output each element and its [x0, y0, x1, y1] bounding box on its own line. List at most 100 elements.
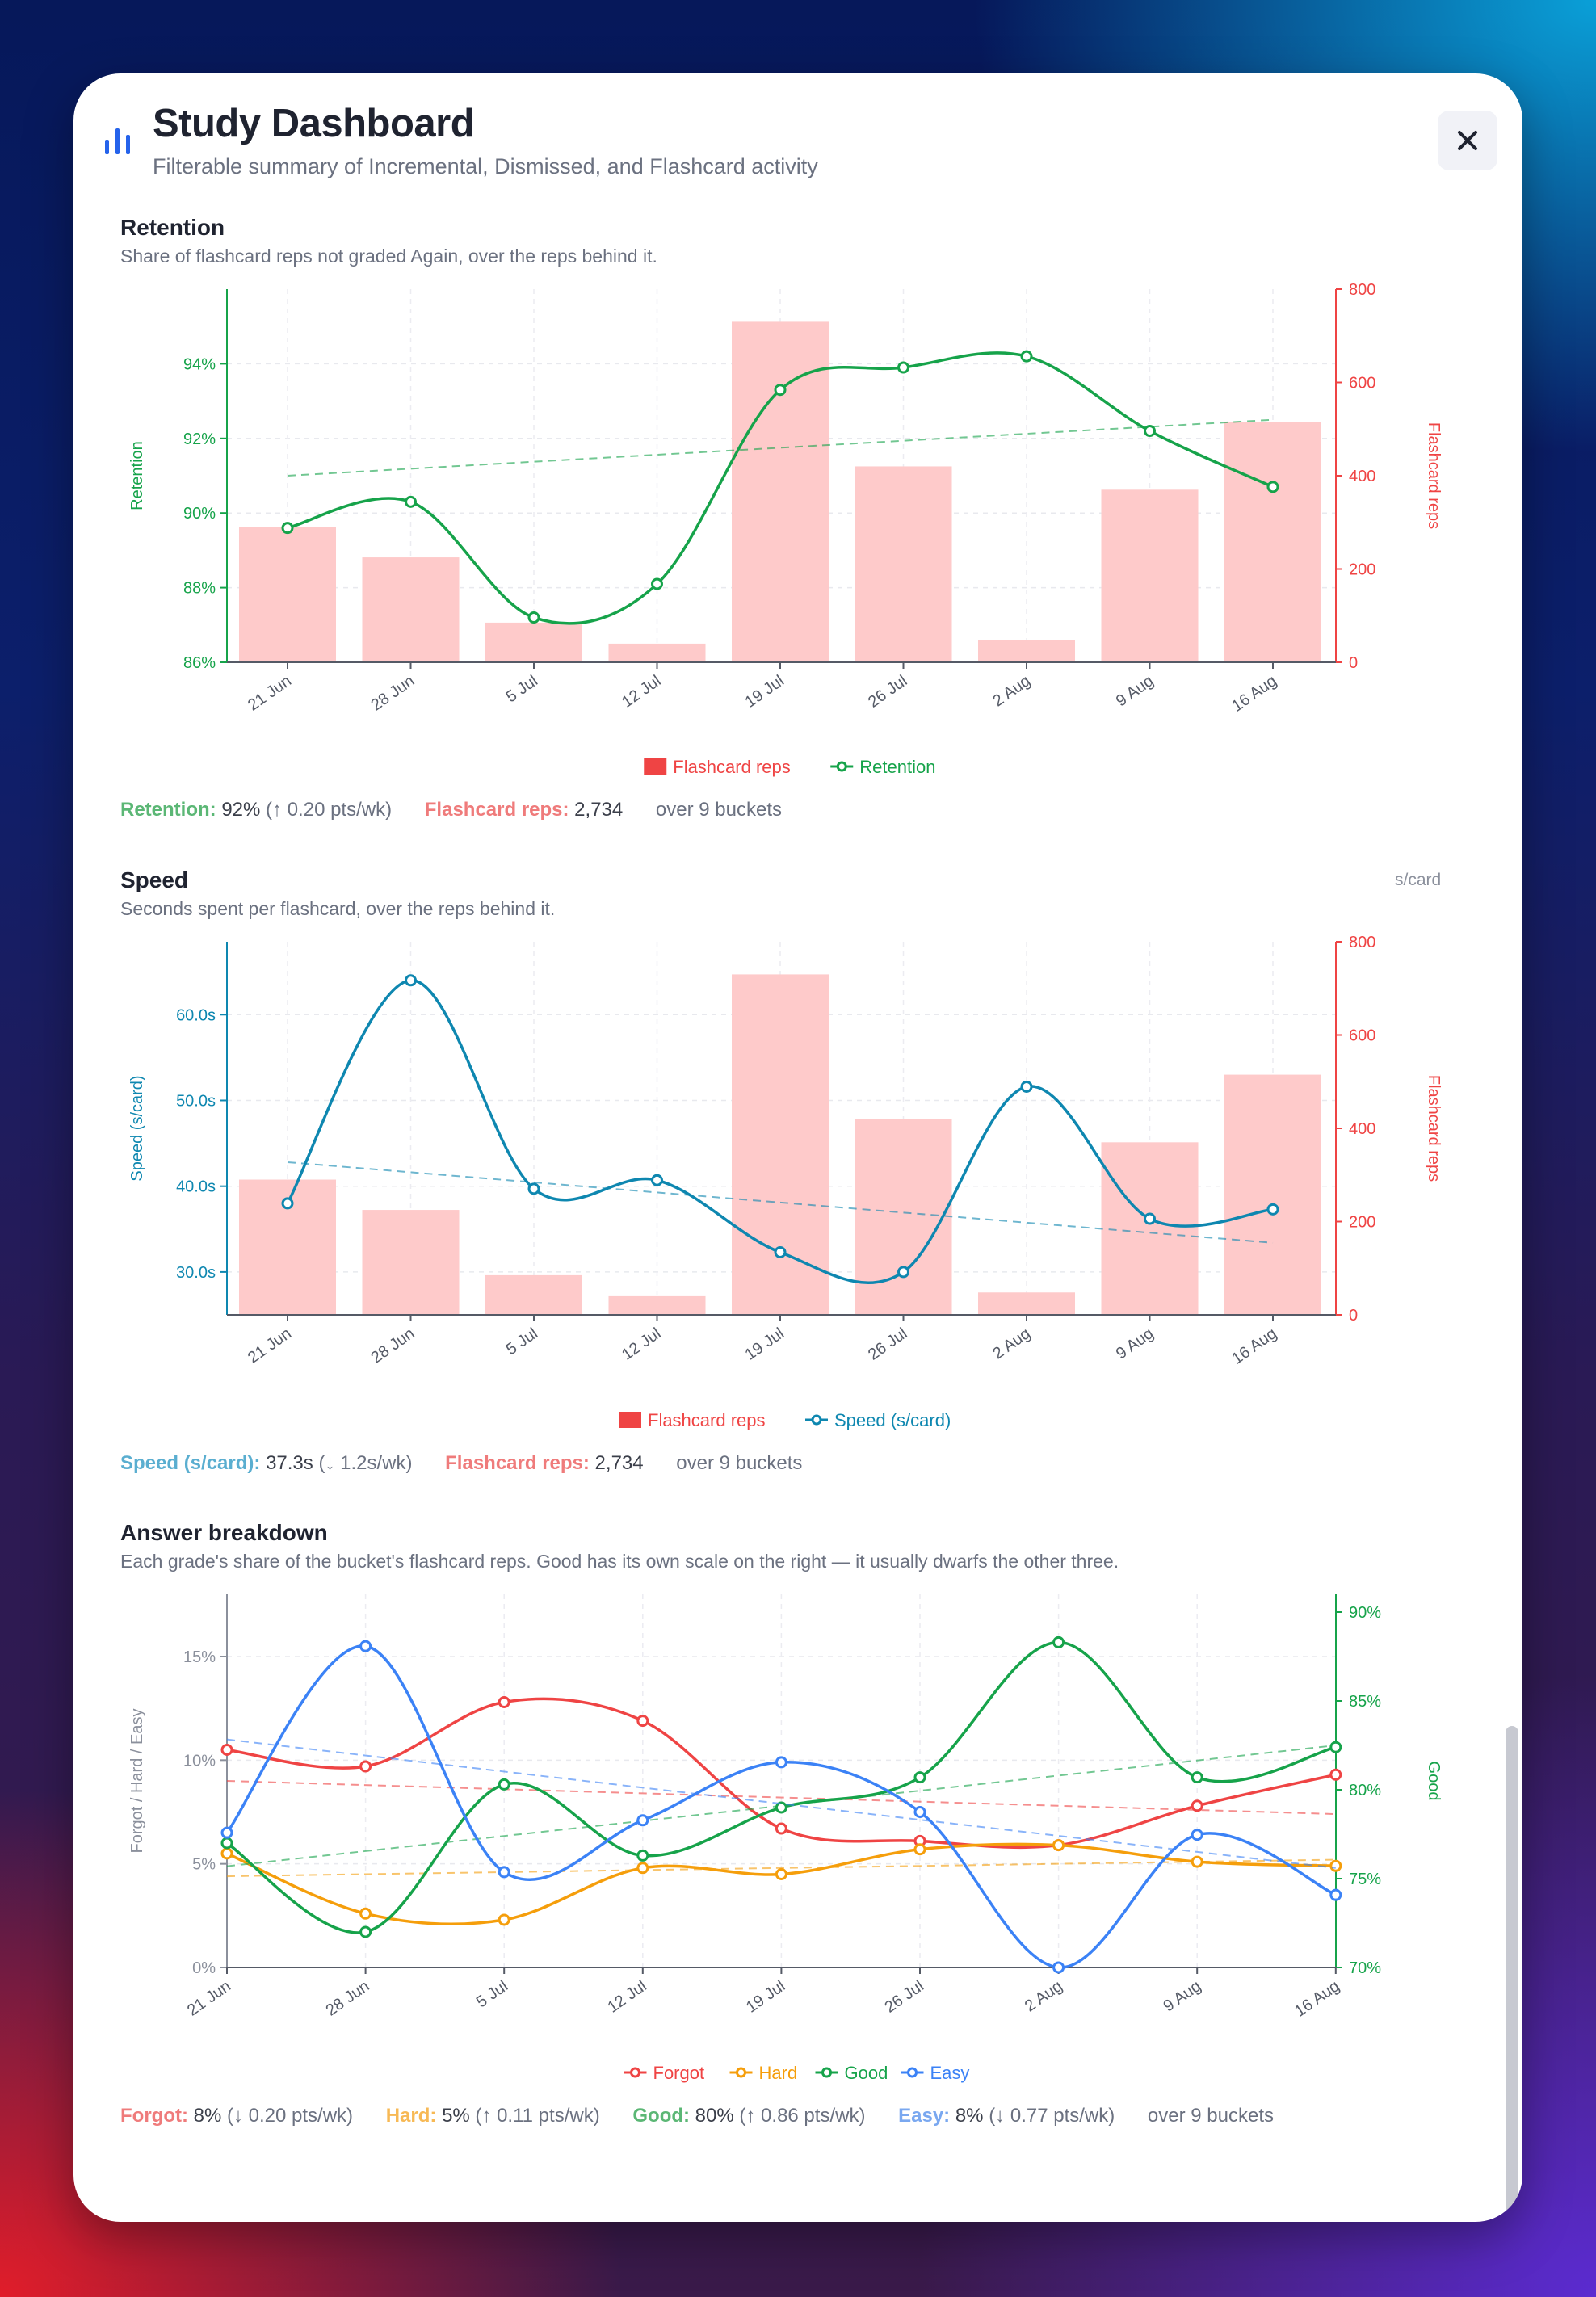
data-point [1191, 1771, 1203, 1784]
line-series [220, 1636, 1342, 1938]
bar [1101, 489, 1199, 662]
page-subtitle: Filterable summary of Incremental, Dismi… [153, 154, 818, 178]
legend-swatch-marker [630, 2067, 640, 2078]
trend-line [226, 1745, 1336, 1867]
data-point [1191, 1799, 1203, 1812]
bar [1224, 1074, 1321, 1315]
y-tick-label-left: 94% [183, 355, 216, 373]
line-series [281, 350, 1279, 625]
data-point [359, 1640, 372, 1652]
legend-label: Easy [930, 2063, 970, 2083]
data-point [1191, 1829, 1203, 1841]
data-point [897, 1266, 909, 1279]
data-point [405, 495, 417, 508]
legend-swatch-bar [644, 758, 667, 775]
data-point [527, 1182, 540, 1195]
data-point [1020, 1080, 1033, 1093]
data-point [1052, 1961, 1065, 1974]
answers-title: Answer breakdown [120, 1520, 328, 1545]
bar-series [239, 974, 1321, 1315]
scrollbar[interactable] [1506, 1726, 1518, 2214]
series-line [287, 351, 1274, 625]
y-tick-label-left: 50.0s [176, 1092, 216, 1110]
bar [362, 557, 460, 662]
bar [608, 1295, 706, 1315]
legend-label: Flashcard reps [648, 1410, 766, 1430]
y-tick-label-left: 92% [183, 430, 216, 448]
y-axis-title-left: Forgot / Hard / Easy [128, 1709, 146, 1854]
x-tick-label: 19 Jul [743, 1977, 788, 2017]
data-point [914, 1843, 926, 1856]
summary-retention-trend: (↑ 0.20 pts/wk) [266, 799, 393, 821]
data-point [774, 384, 787, 397]
data-point [220, 1826, 233, 1839]
chart-grid [226, 1594, 1337, 1968]
y-axis-title-left: Retention [128, 441, 146, 510]
y-tick-label-right: 70% [1349, 1959, 1381, 1977]
bar [485, 1274, 582, 1315]
legend-swatch-marker [811, 1414, 822, 1426]
y-axis-title-right: Flashcard reps [1425, 1075, 1443, 1182]
y-tick-label-left: 0% [192, 1959, 216, 1977]
speed-description: Seconds spent per flashcard, over the re… [120, 898, 556, 919]
data-point [1052, 1636, 1065, 1648]
summary-speed-label: Speed (s/card): [120, 1452, 261, 1474]
data-point [775, 1822, 788, 1835]
x-tick-label: 16 Aug [1292, 1977, 1343, 2021]
data-point [1329, 1741, 1342, 1753]
y-tick-label-right: 600 [1349, 375, 1376, 393]
data-point [1191, 1855, 1203, 1868]
data-point [405, 974, 417, 987]
data-point [1052, 1839, 1065, 1852]
legend-label: Speed (s/card) [834, 1410, 951, 1430]
data-point [636, 1849, 649, 1862]
data-point [498, 1913, 510, 1926]
x-tick-label: 28 Jun [323, 1977, 373, 2019]
answers-chart: 0% 5% 10% 15% 70% 75% 80% 85% 90% 21 Jun 28 Jun 5 J… [128, 1594, 1443, 2083]
bar [608, 643, 706, 662]
data-point [359, 1760, 372, 1773]
dashboard-modal: Study Dashboard Filterable summary of In… [74, 73, 1522, 2222]
data-point [651, 577, 663, 590]
y-tick-label-right: 0 [1349, 1307, 1358, 1325]
x-tick-label: 21 Jun [184, 1977, 234, 2019]
close-icon [1458, 131, 1477, 150]
y-tick-label-right: 80% [1349, 1782, 1381, 1799]
trend-line [226, 1738, 1336, 1869]
data-point [359, 1907, 372, 1920]
summary-forgot-value: 8% [193, 2105, 222, 2127]
data-point [774, 1245, 787, 1258]
retention-description: Share of flashcard reps not graded Again… [120, 246, 657, 267]
bar [978, 1292, 1075, 1315]
summary-good-label: Good: [632, 2105, 690, 2127]
close-button[interactable] [1438, 111, 1497, 170]
data-point [775, 1868, 788, 1880]
line-series [220, 1695, 1342, 1852]
legend-swatch-marker [821, 2067, 832, 2078]
data-point [914, 1771, 926, 1784]
legend-label: Flashcard reps [673, 757, 791, 777]
bar [362, 1210, 460, 1315]
summary-speed-trend: (↓ 1.2s/wk) [318, 1452, 413, 1474]
trend-line [287, 1161, 1274, 1244]
data-point [897, 361, 909, 374]
data-point [636, 1814, 649, 1827]
y-tick-label-left: 88% [183, 580, 216, 598]
summary-hard-label: Hard: [385, 2105, 437, 2127]
page-title: Study Dashboard [153, 102, 475, 145]
y-tick-label-left: 86% [183, 654, 216, 672]
summary-forgot-trend: (↓ 0.20 pts/wk) [227, 2105, 354, 2127]
trend-line [226, 1780, 1336, 1816]
summary-easy-label: Easy: [898, 2105, 951, 2127]
data-point [1266, 1203, 1279, 1216]
y-tick-label-right: 400 [1349, 1120, 1376, 1138]
line-series [220, 1839, 1342, 1926]
summary-speed-value: 37.3s [266, 1452, 313, 1474]
chart-legend: Flashcard reps Speed (s/card) [619, 1410, 951, 1430]
y-tick-label-left: 30.0s [176, 1264, 216, 1282]
x-tick-label: 2 Aug [1022, 1977, 1066, 2015]
chart-legend: Flashcard reps Retention [644, 757, 935, 777]
data-point [1329, 1768, 1342, 1781]
